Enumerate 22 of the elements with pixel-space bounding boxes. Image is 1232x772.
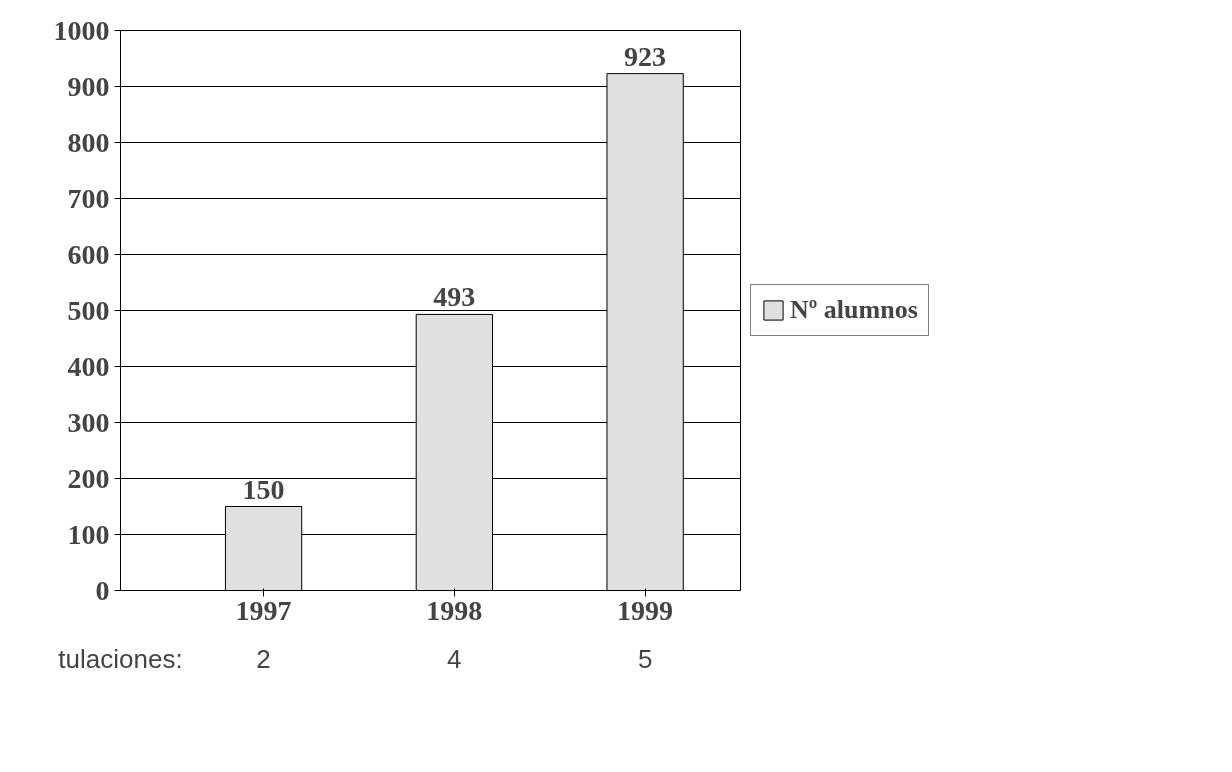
data-label: 150 [242,473,285,505]
y-tick-label: 700 [67,182,110,214]
text: 5 [637,643,653,674]
y-tick-label: 600 [67,238,110,270]
y-tick-label: 400 [67,350,110,382]
x-tick-label: 1997 [235,594,292,626]
data-label: 493 [433,281,476,313]
x-tick-label: 1998 [426,594,483,626]
y-tick-label: 1000 [53,14,110,46]
y-tick-label: 500 [67,294,110,326]
y-tick-label: 100 [67,518,110,550]
y-tick-label: 900 [67,70,110,102]
text: tulaciones: [58,643,183,674]
legend-label: Nº alumnos [790,295,918,325]
text: 4 [447,643,462,674]
text: 2 [256,643,271,674]
data-label: 923 [624,40,667,72]
y-tick-label: 0 [95,574,110,606]
x-tick-label: 1999 [617,594,674,626]
y-tick-label: 800 [67,126,110,158]
y-tick-label: 300 [67,406,110,438]
y-tick-label: 200 [67,462,110,494]
